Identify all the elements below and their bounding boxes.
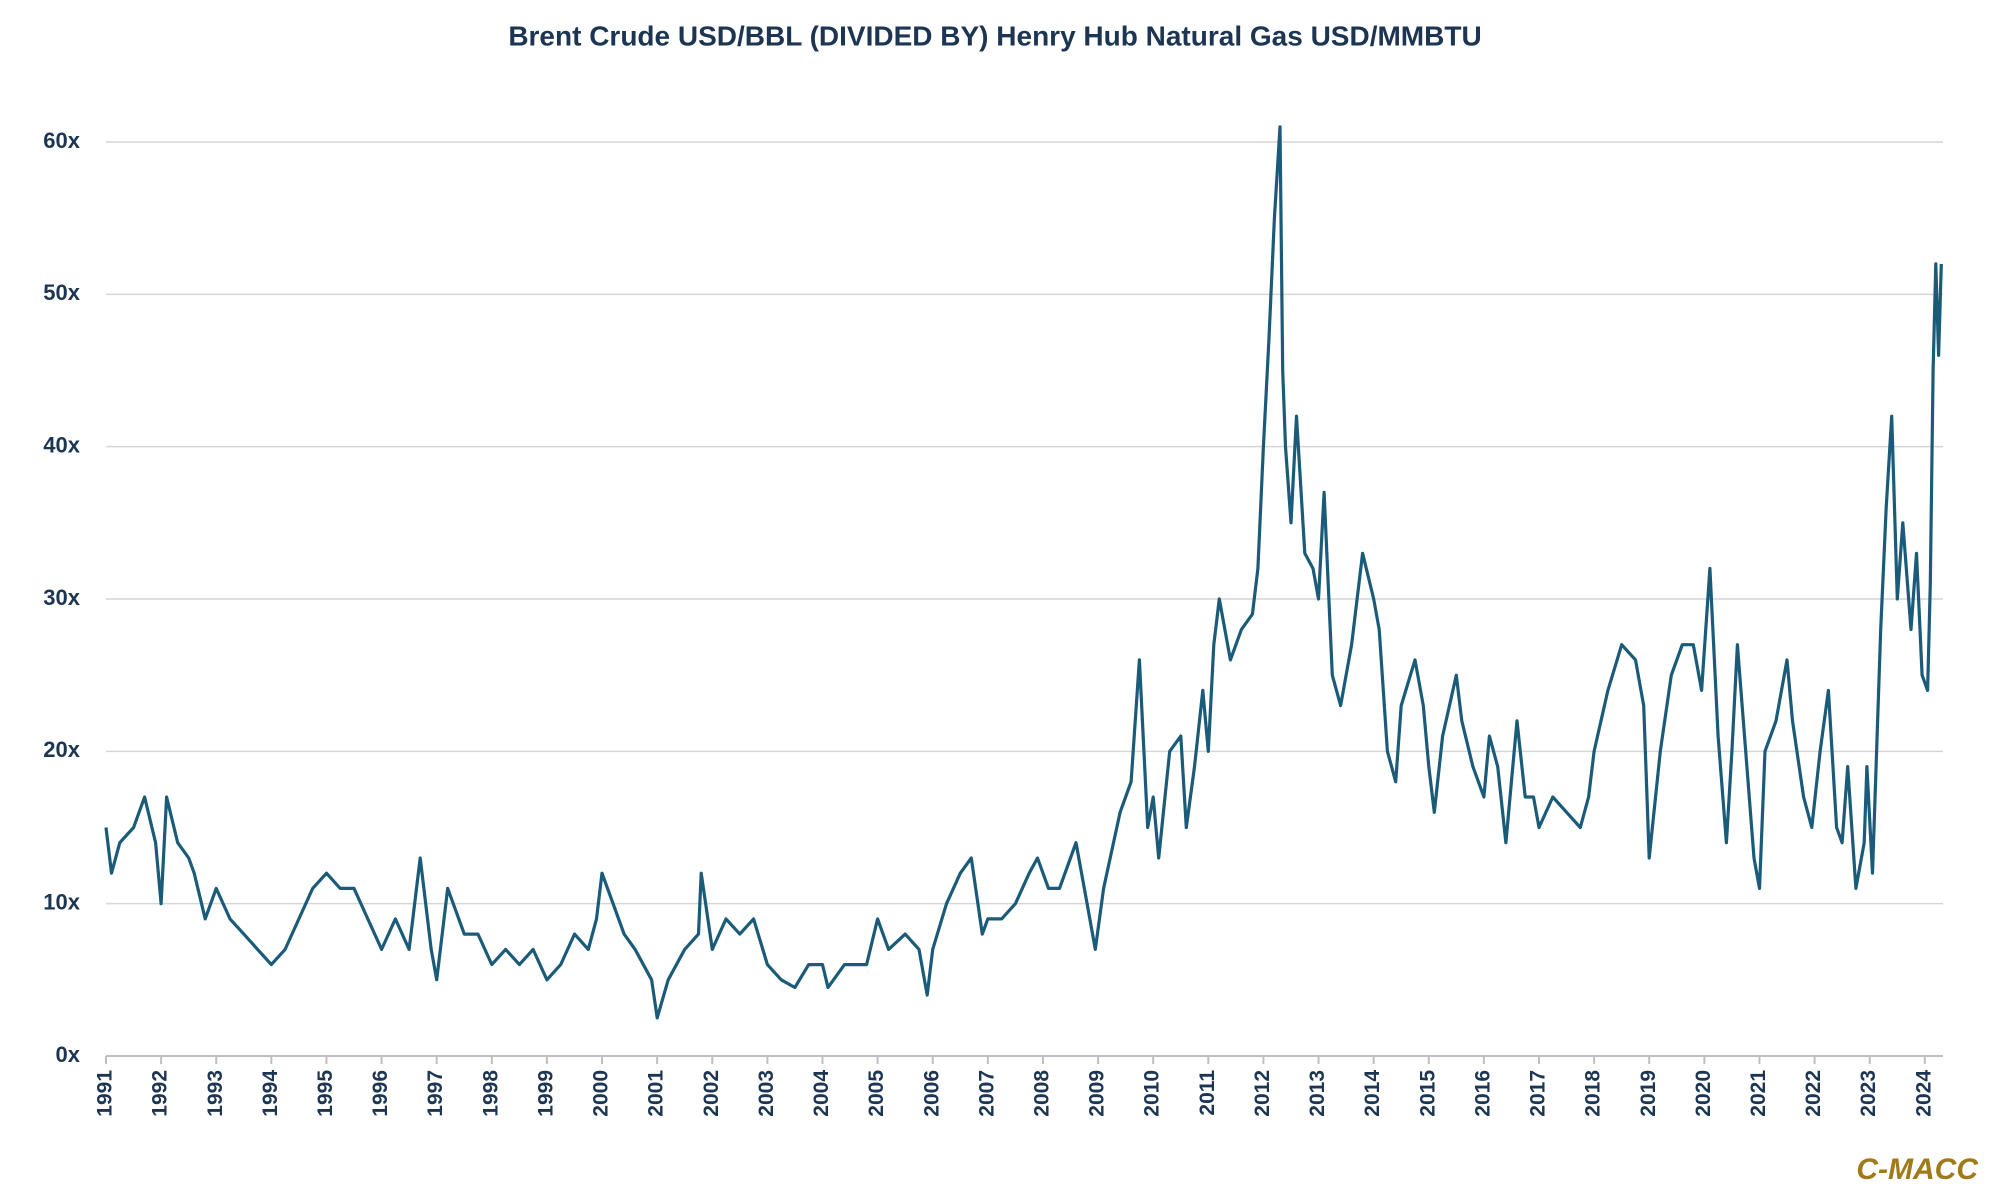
x-tick-label: 2000 — [590, 1070, 613, 1117]
x-tick-label: 2024 — [1912, 1070, 1935, 1117]
y-tick-label: 10x — [43, 889, 80, 914]
x-tick-label: 2010 — [1141, 1070, 1164, 1117]
y-tick-label: 30x — [43, 585, 80, 610]
x-tick-label: 2007 — [975, 1070, 998, 1117]
x-tick-label: 1993 — [204, 1070, 227, 1117]
x-tick-label: 2017 — [1527, 1070, 1550, 1117]
y-tick-label: 20x — [43, 737, 80, 762]
y-tick-label: 50x — [43, 280, 80, 305]
x-tick-label: 2014 — [1361, 1070, 1384, 1117]
y-tick-label: 40x — [43, 432, 80, 457]
x-tick-label: 1991 — [94, 1070, 117, 1117]
x-tick-label: 2006 — [920, 1070, 943, 1117]
x-tick-label: 2016 — [1471, 1070, 1494, 1117]
x-tick-label: 2013 — [1306, 1070, 1329, 1117]
x-tick-label: 2015 — [1416, 1070, 1439, 1117]
x-tick-label: 2009 — [1086, 1070, 1109, 1117]
x-tick-label: 2021 — [1747, 1070, 1770, 1117]
x-tick-label: 2011 — [1196, 1070, 1219, 1116]
x-tick-label: 1998 — [479, 1070, 502, 1117]
x-tick-label: 1997 — [424, 1070, 447, 1117]
x-tick-label: 2012 — [1251, 1070, 1274, 1117]
x-tick-label: 2003 — [755, 1070, 778, 1117]
x-tick-label: 2002 — [700, 1070, 723, 1117]
x-tick-label: 1996 — [369, 1070, 392, 1117]
x-tick-label: 1995 — [314, 1070, 337, 1117]
x-tick-label: 1999 — [534, 1070, 557, 1117]
x-tick-label: 2005 — [865, 1070, 888, 1117]
x-tick-label: 2019 — [1637, 1070, 1660, 1117]
x-tick-label: 2018 — [1582, 1070, 1605, 1117]
y-tick-label: 60x — [43, 128, 80, 153]
x-tick-label: 1992 — [149, 1070, 172, 1117]
watermark: C-MACC — [1856, 1153, 1979, 1186]
chart-title: Brent Crude USD/BBL (DIVIDED BY) Henry H… — [508, 20, 1481, 51]
x-tick-label: 2008 — [1031, 1070, 1054, 1117]
x-tick-label: 2001 — [645, 1070, 668, 1117]
x-tick-label: 2022 — [1802, 1070, 1825, 1117]
x-tick-label: 1994 — [259, 1070, 282, 1117]
x-tick-label: 2023 — [1857, 1070, 1880, 1117]
data-line — [104, 125, 1943, 1020]
x-tick-label: 2020 — [1692, 1070, 1715, 1117]
y-tick-label: 0x — [56, 1042, 81, 1067]
x-tick-label: 2004 — [810, 1070, 833, 1117]
